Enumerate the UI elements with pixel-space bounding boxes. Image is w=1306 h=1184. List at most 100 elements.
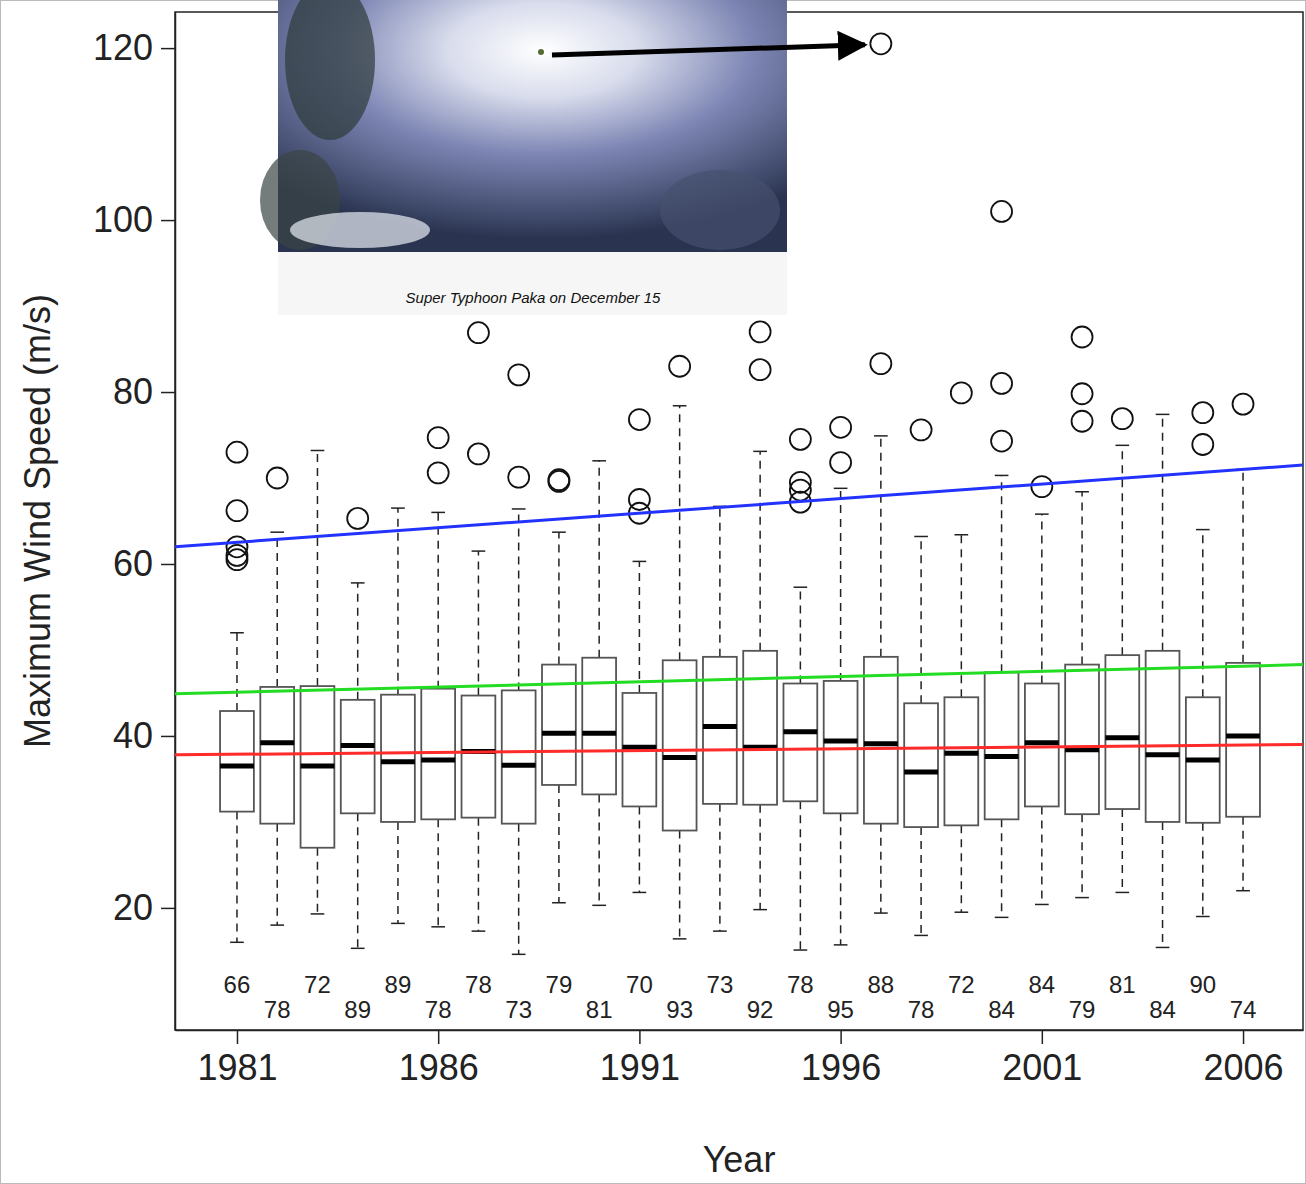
- upper-cap: [834, 488, 848, 490]
- x-tick-mark: [237, 1030, 239, 1044]
- upper-cap: [431, 512, 445, 514]
- lower-whisker: [1202, 823, 1204, 917]
- trend-line: [175, 665, 1303, 694]
- x-axis: 198119861991199620012006: [176, 1030, 1304, 1088]
- lower-cap: [1196, 916, 1210, 918]
- lower-cap: [431, 926, 445, 928]
- count-label: 70: [626, 971, 653, 998]
- annotation-arrow: [552, 45, 865, 55]
- outlier: [508, 364, 529, 385]
- median: [421, 758, 455, 763]
- upper-cap: [954, 534, 968, 536]
- y-tick: 60: [113, 543, 175, 584]
- box-body: [743, 651, 777, 805]
- outlier: [468, 322, 489, 343]
- lower-cap: [713, 930, 727, 932]
- upper-cap: [1075, 491, 1089, 493]
- y-tick-mark: [161, 48, 175, 50]
- upper-whisker: [920, 536, 922, 703]
- lower-cap: [914, 935, 928, 937]
- y-tick-label: 40: [113, 715, 153, 756]
- upper-whisker: [800, 587, 802, 683]
- upper-whisker: [397, 508, 399, 695]
- lower-whisker: [437, 819, 439, 926]
- y-tick-label: 80: [113, 371, 153, 412]
- count-label: 88: [868, 971, 895, 998]
- outlier: [870, 353, 891, 374]
- inset-cloud: [290, 212, 430, 248]
- lower-whisker: [679, 831, 681, 939]
- x-tick-mark: [1042, 1030, 1044, 1044]
- page-frame: [1, 1, 1306, 1184]
- count-label: 79: [1069, 996, 1096, 1023]
- box: [1105, 408, 1139, 892]
- lower-cap: [834, 944, 848, 946]
- box-body: [1025, 684, 1059, 807]
- upper-cap: [1196, 529, 1210, 531]
- lower-cap: [592, 905, 606, 907]
- lower-cap: [954, 911, 968, 913]
- box: [703, 506, 737, 931]
- box: [864, 33, 898, 913]
- count-label: 84: [1028, 971, 1055, 998]
- y-tick: 20: [113, 887, 175, 928]
- lower-whisker: [357, 813, 359, 948]
- box: [1146, 414, 1180, 947]
- upper-cap: [391, 507, 405, 509]
- lower-whisker: [1081, 814, 1083, 897]
- x-axis-title: Year: [703, 1139, 776, 1180]
- median: [301, 764, 335, 769]
- outlier: [428, 462, 449, 483]
- box-body: [783, 684, 817, 802]
- box-body: [1146, 651, 1180, 822]
- upper-cap: [995, 475, 1009, 477]
- box: [743, 321, 777, 909]
- inset-cloud: [660, 170, 780, 250]
- box-body: [502, 690, 536, 823]
- y-tick-label: 120: [93, 27, 153, 68]
- box-body: [1065, 665, 1099, 815]
- upper-whisker: [1162, 414, 1164, 650]
- outlier: [468, 443, 489, 464]
- lower-whisker: [920, 827, 922, 935]
- box: [944, 382, 978, 912]
- outlier: [1072, 383, 1093, 404]
- median: [381, 759, 415, 764]
- box: [502, 364, 536, 954]
- lower-cap: [391, 923, 405, 925]
- median: [260, 740, 294, 745]
- lower-cap: [794, 949, 808, 951]
- outlier: [1112, 408, 1133, 429]
- count-label: 73: [505, 996, 532, 1023]
- outlier: [870, 33, 891, 54]
- outlier: [226, 549, 247, 570]
- lower-cap: [472, 930, 486, 932]
- lower-cap: [995, 917, 1009, 919]
- outlier: [1233, 394, 1254, 415]
- outlier: [790, 429, 811, 450]
- count-label: 78: [465, 971, 492, 998]
- lower-cap: [1156, 947, 1170, 949]
- y-tick-mark: [161, 564, 175, 566]
- upper-cap: [633, 561, 647, 563]
- upper-whisker: [276, 532, 278, 687]
- box: [663, 356, 697, 939]
- lower-whisker: [518, 824, 520, 955]
- outlier: [951, 382, 972, 403]
- chart: 20406080100120198119861991199620012006Ye…: [0, 0, 1306, 1184]
- box-body: [341, 700, 375, 813]
- upper-cap: [472, 550, 486, 552]
- outlier: [830, 452, 851, 473]
- outlier: [669, 356, 690, 377]
- y-tick-mark: [161, 736, 175, 738]
- outlier: [347, 508, 368, 529]
- lower-cap: [673, 938, 687, 940]
- upper-cap: [311, 450, 325, 452]
- upper-whisker: [639, 561, 641, 693]
- x-tick: 1981: [197, 1030, 277, 1088]
- upper-whisker: [1242, 469, 1244, 662]
- box: [301, 450, 335, 913]
- count-label: 93: [666, 996, 693, 1023]
- upper-whisker: [1081, 492, 1083, 665]
- upper-whisker: [558, 532, 560, 664]
